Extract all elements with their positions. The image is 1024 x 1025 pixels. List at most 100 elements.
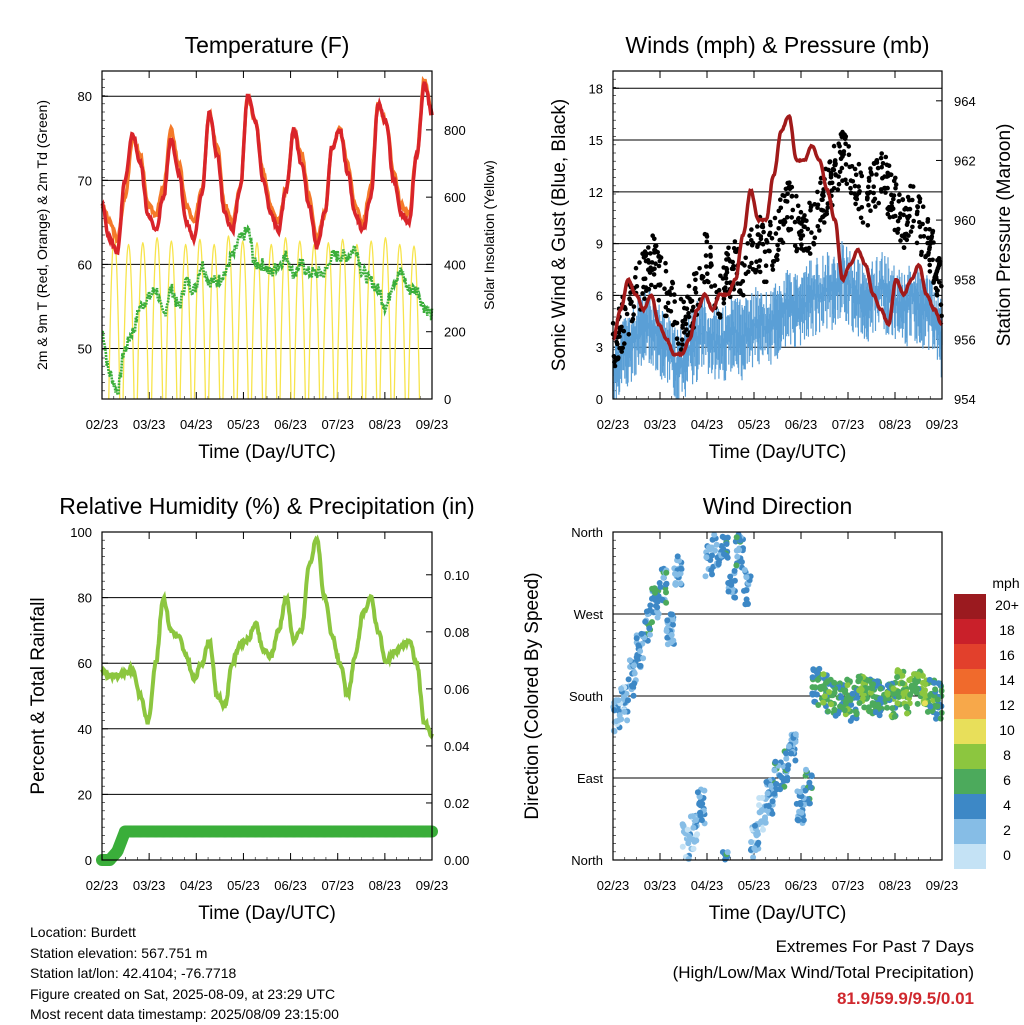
direction-point — [825, 708, 831, 715]
gust-point — [773, 231, 779, 236]
direction-point — [844, 676, 851, 683]
x-tick-label: 03/23 — [644, 417, 677, 432]
gust-point — [749, 238, 754, 243]
gust-point — [812, 235, 818, 240]
direction-point — [649, 585, 656, 592]
colorbar-label: 12 — [999, 697, 1015, 713]
direction-point — [890, 690, 897, 697]
gust-point — [674, 336, 680, 342]
direction-point — [820, 699, 827, 706]
gust-point — [815, 202, 821, 208]
gust-point — [805, 226, 811, 232]
insolation-line — [208, 244, 221, 400]
direction-point — [702, 573, 709, 580]
gust-point — [838, 156, 844, 162]
gust-point — [764, 279, 769, 285]
gust-point — [827, 159, 833, 164]
gust-point — [852, 183, 858, 189]
gust-point — [664, 313, 669, 319]
direction-point — [663, 589, 669, 596]
gust-point — [856, 161, 862, 167]
x-tick-label: 08/23 — [369, 417, 402, 432]
direction-point — [750, 854, 757, 861]
gust-point — [642, 296, 647, 302]
direction-point — [742, 601, 749, 608]
gust-point — [761, 229, 766, 235]
gust-point — [662, 286, 667, 292]
direction-point — [732, 594, 739, 601]
direction-point — [894, 674, 901, 681]
gust-point — [680, 342, 685, 347]
x-axis-label: Time (Day/UTC) — [198, 442, 336, 463]
x-tick-label: 05/23 — [738, 878, 771, 893]
gust-point — [656, 297, 662, 303]
x-tick-label: 05/23 — [227, 878, 260, 893]
direction-point — [831, 706, 838, 713]
direction-point — [623, 690, 630, 697]
direction-point — [663, 599, 670, 606]
direction-point — [626, 657, 633, 664]
direction-point — [806, 779, 813, 786]
gust-point — [647, 270, 653, 275]
gust-point — [925, 235, 931, 241]
gust-point — [709, 262, 714, 268]
gust-point — [705, 271, 710, 277]
gust-point — [704, 264, 709, 269]
gust-point — [866, 178, 872, 183]
direction-point — [725, 588, 732, 595]
direction-point — [930, 697, 937, 704]
gust-point — [882, 174, 887, 179]
gust-point — [619, 324, 624, 330]
gust-point — [757, 269, 763, 275]
gust-point — [824, 209, 829, 214]
direction-point — [631, 662, 637, 669]
gust-point — [776, 247, 781, 253]
gust-point — [831, 143, 837, 149]
gust-point — [823, 166, 828, 172]
gust-point — [917, 220, 922, 225]
direction-point — [842, 699, 849, 706]
direction-point — [706, 544, 712, 551]
gust-point — [792, 219, 798, 225]
y2-tick-label: 800 — [444, 123, 466, 138]
colorbar-label: 0 — [1003, 847, 1011, 863]
direction-point — [808, 773, 815, 780]
gust-point — [731, 263, 736, 269]
gust-point — [652, 266, 657, 272]
gust-point — [901, 245, 907, 250]
gust-point — [919, 249, 924, 255]
extremes-title: Extremes For Past 7 Days — [775, 937, 974, 956]
direction-point — [748, 839, 755, 845]
gust-point — [936, 280, 942, 285]
direction-point — [713, 541, 720, 548]
gust-point — [767, 232, 772, 238]
gust-point — [921, 234, 927, 239]
direction-point — [849, 690, 856, 697]
direction-point — [654, 598, 661, 605]
direction-point — [684, 826, 691, 833]
direction-point — [884, 691, 891, 698]
colorbar-swatch — [954, 769, 986, 794]
direction-point — [844, 682, 851, 688]
insolation-line — [379, 237, 392, 400]
y-tick-label: 60 — [78, 257, 92, 272]
insolation-line — [150, 237, 164, 400]
gust-point — [787, 180, 792, 185]
gust-point — [754, 259, 759, 265]
gust-point — [640, 291, 645, 296]
gust-point — [646, 260, 652, 265]
gust-point — [769, 236, 775, 241]
gust-point — [631, 312, 636, 317]
gust-point — [819, 197, 824, 203]
gust-point — [770, 267, 776, 272]
gust-point — [848, 185, 853, 191]
gust-point — [865, 195, 870, 201]
colorbar-label: 20+ — [995, 597, 1019, 613]
gust-point — [626, 332, 632, 337]
colorbar-unit: mph — [992, 575, 1019, 591]
direction-point — [797, 801, 804, 808]
direction-point — [643, 608, 650, 615]
insolation-line — [136, 242, 149, 400]
direction-point — [931, 679, 938, 686]
